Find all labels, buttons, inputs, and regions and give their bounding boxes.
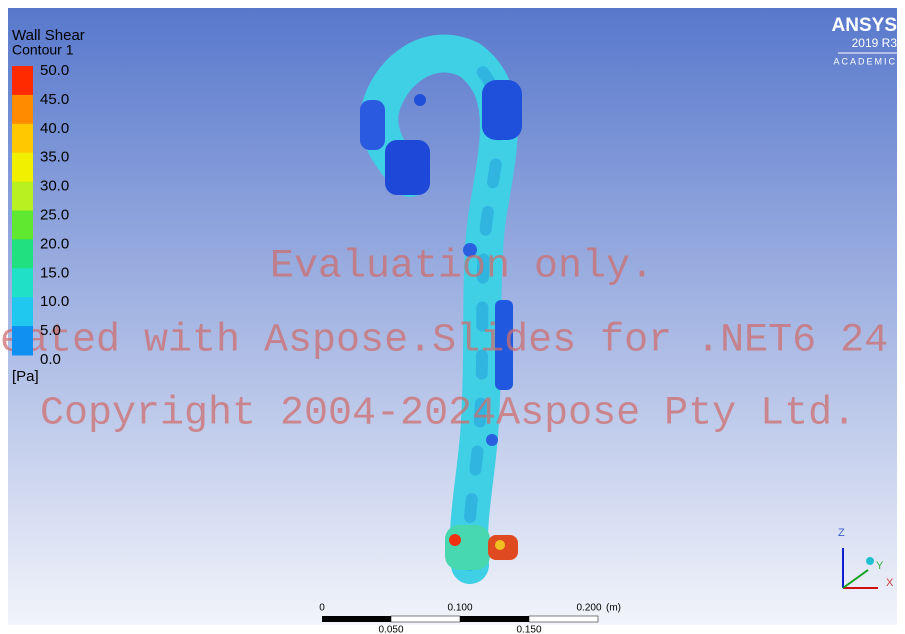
legend-level: 40.0 — [40, 120, 69, 137]
color-band — [12, 239, 33, 268]
watermark: Copyright 2004-2024Aspose Pty Ltd. — [40, 392, 856, 437]
color-band — [12, 124, 33, 153]
color-band — [12, 297, 33, 326]
color-band — [12, 153, 33, 182]
scale-bar — [322, 616, 598, 622]
scale-label: 0 — [319, 603, 325, 614]
page: Wall Shear Contour 1 [Pa] ANSYS 2019 R3 … — [0, 0, 905, 634]
watermark: eated with Aspose.Slides for .NET6 24 — [0, 319, 888, 364]
legend-level: 10.0 — [40, 293, 69, 310]
scale-unit: (m) — [606, 603, 621, 614]
watermark: Evaluation only. — [270, 245, 654, 290]
logo-edition: ACADEMIC — [833, 56, 897, 66]
legend-level: 45.0 — [40, 91, 69, 108]
viewport: Wall Shear Contour 1 [Pa] ANSYS 2019 R3 … — [0, 0, 905, 634]
legend-level: 35.0 — [40, 149, 69, 166]
color-band — [12, 326, 33, 355]
legend-level: 0.0 — [40, 351, 61, 368]
axis-label: Y — [876, 560, 884, 572]
color-band — [12, 211, 33, 240]
color-band — [12, 66, 33, 95]
legend-level: 50.0 — [40, 62, 69, 79]
axis-label: X — [886, 577, 894, 589]
logo-brand: ANSYS — [832, 15, 897, 36]
legend-subtitle: Contour 1 — [12, 42, 74, 58]
axis-label: Z — [838, 527, 845, 539]
legend-level: 5.0 — [40, 322, 61, 339]
logo-version: 2019 R3 — [852, 36, 898, 50]
scale-label: 0.150 — [516, 625, 541, 634]
legend-level: 15.0 — [40, 264, 69, 281]
legend-level: 20.0 — [40, 235, 69, 252]
scale-label: 0.100 — [447, 603, 472, 614]
scale-label: 0.200 — [576, 603, 601, 614]
color-band — [12, 268, 33, 297]
legend-level: 30.0 — [40, 178, 69, 195]
scale-label: 0.050 — [378, 625, 403, 634]
legend-unit: [Pa] — [12, 368, 39, 385]
color-band — [12, 95, 33, 124]
legend-level: 25.0 — [40, 206, 69, 223]
color-band — [12, 182, 33, 211]
